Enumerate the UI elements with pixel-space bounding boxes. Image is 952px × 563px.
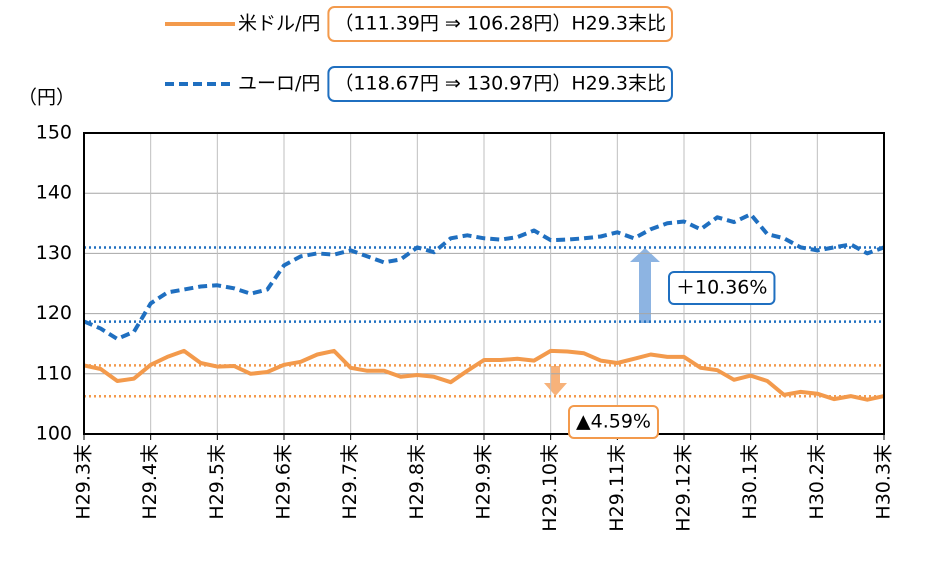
x-tick-label: H29.3末 (73, 444, 95, 520)
annotation-box (568, 405, 659, 439)
x-tick-label: H29.6末 (273, 444, 295, 520)
legend-note: （111.39円 ⇒ 106.28円）H29.3末比 (334, 13, 666, 35)
y-tick-label: 100 (36, 423, 72, 445)
x-tick-label: H29.12末 (673, 444, 695, 532)
x-tick-label: H29.9末 (473, 444, 495, 520)
y-tick-label: 140 (36, 182, 72, 204)
series-line (83, 348, 885, 402)
legend-label: 米ドル/円 (238, 13, 320, 35)
legend-note-box (327, 6, 673, 42)
plot-border (83, 132, 885, 435)
series-line (83, 212, 885, 341)
x-tick-label: H30.3末 (873, 444, 895, 520)
y-tick-label: 150 (36, 122, 72, 144)
x-tick-label: H29.11末 (606, 444, 628, 532)
x-tick-label: H30.2末 (806, 444, 828, 520)
y-unit-label: （円） (18, 87, 75, 109)
x-tick-label: H29.10末 (539, 444, 561, 532)
annotation: ▲4.59% (576, 411, 651, 433)
y-tick-label: 120 (36, 302, 72, 324)
x-tick-label: H29.5末 (206, 444, 228, 520)
annotation: ＋10.36% (676, 277, 767, 299)
x-tick-label: H29.8末 (406, 444, 428, 520)
down-arrow (544, 366, 567, 396)
x-tick-label: H30.1末 (739, 444, 761, 520)
y-tick-label: 130 (36, 242, 72, 264)
annotation-box (668, 271, 776, 305)
legend-note-box (327, 66, 673, 102)
y-tick-label: 110 (36, 362, 72, 384)
legend-note: （118.67円 ⇒ 130.97円）H29.3末比 (334, 73, 666, 95)
legend-label: ユーロ/円 (238, 73, 320, 95)
x-tick-label: H29.4末 (139, 444, 161, 520)
up-arrow (630, 248, 660, 323)
x-tick-label: H29.7末 (339, 444, 361, 520)
